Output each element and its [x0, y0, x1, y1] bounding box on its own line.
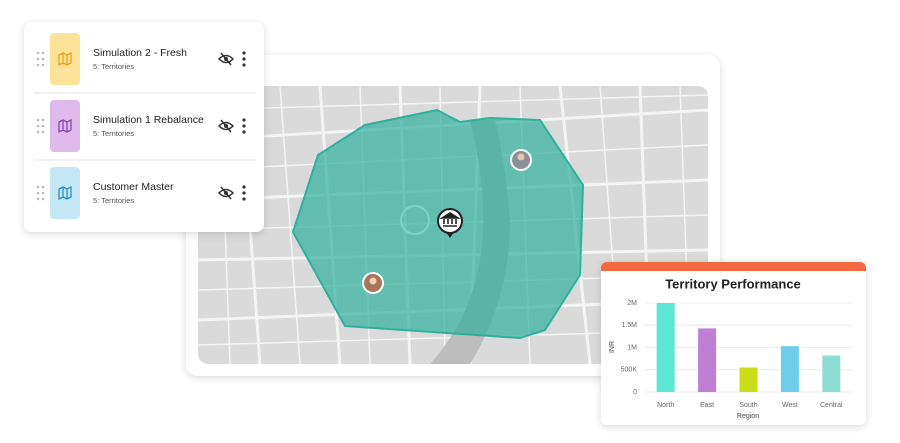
menu-button[interactable] [242, 57, 246, 61]
layer-row[interactable]: Customer Master 5: Territories [36, 167, 246, 219]
visibility-dot[interactable] [224, 124, 228, 128]
drag-handle[interactable] [36, 57, 40, 61]
bar [780, 346, 799, 392]
layer-icon [58, 118, 72, 134]
layer-title: Simulation 1 Rebalance [93, 114, 204, 126]
drag-handle[interactable] [36, 118, 40, 122]
layer-subtitle: 5: Territories [93, 129, 134, 138]
layer-icon-bg [50, 167, 80, 219]
drag-handle[interactable] [41, 63, 45, 67]
menu-button[interactable] [242, 197, 246, 201]
layers-panel [24, 22, 264, 232]
drag-handle[interactable] [41, 118, 45, 122]
layer-row[interactable]: Simulation 1 Rebalance 5: Territories [36, 100, 246, 152]
marker-person[interactable] [362, 272, 384, 294]
drag-handle[interactable] [36, 191, 40, 195]
menu-button[interactable] [242, 191, 246, 195]
chart-accent [601, 262, 866, 271]
bar [656, 303, 675, 392]
layer-icon-bg [50, 100, 80, 152]
chart-title: Territory Performance [665, 276, 801, 291]
bar [822, 355, 841, 392]
layer-icon [58, 185, 72, 201]
x-tick-label: East [700, 402, 714, 409]
drag-handle[interactable] [41, 124, 45, 128]
y-tick-label: 500K [621, 367, 638, 374]
layer-icon-bg [50, 33, 80, 85]
drag-handle[interactable] [41, 130, 45, 134]
menu-button[interactable] [242, 63, 246, 67]
x-tick-label: South [739, 402, 757, 409]
y-tick-label: 1M [627, 344, 637, 351]
menu-button[interactable] [242, 124, 246, 128]
layer-row[interactable]: Simulation 2 - Fresh 5: Territories [36, 33, 246, 85]
marker-person[interactable] [510, 149, 532, 171]
y-tick-label: 1.5M [621, 322, 637, 329]
bar [739, 367, 758, 392]
y-tick-label: 2M [627, 300, 637, 307]
layer-subtitle: 5: Territories [93, 62, 134, 71]
x-axis-label: Region [737, 413, 759, 420]
x-tick-label: West [782, 402, 798, 409]
layer-subtitle: 5: Territories [93, 196, 134, 205]
marker-bank[interactable] [437, 208, 463, 238]
drag-handle[interactable] [36, 63, 40, 67]
drag-handle[interactable] [41, 51, 45, 55]
drag-handle[interactable] [36, 130, 40, 134]
drag-handle[interactable] [36, 197, 40, 201]
menu-button[interactable] [242, 51, 246, 55]
x-tick-label: North [657, 402, 674, 409]
bar [698, 328, 717, 392]
drag-handle[interactable] [41, 57, 45, 61]
visibility-dot[interactable] [224, 191, 228, 195]
drag-handle[interactable] [36, 51, 40, 55]
drag-handle[interactable] [36, 185, 40, 189]
menu-button[interactable] [242, 118, 246, 122]
visibility-dot[interactable] [224, 57, 228, 61]
y-tick-label: 0 [633, 389, 637, 396]
menu-button[interactable] [242, 185, 246, 189]
x-tick-label: Central [820, 402, 843, 409]
drag-handle[interactable] [36, 124, 40, 128]
layer-title: Customer Master [93, 181, 174, 193]
layer-icon [58, 51, 72, 67]
drag-handle[interactable] [41, 191, 45, 195]
drag-handle[interactable] [41, 197, 45, 201]
y-axis-label: INR [609, 341, 616, 353]
layer-title: Simulation 2 - Fresh [93, 47, 187, 59]
drag-handle[interactable] [41, 185, 45, 189]
menu-button[interactable] [242, 130, 246, 134]
